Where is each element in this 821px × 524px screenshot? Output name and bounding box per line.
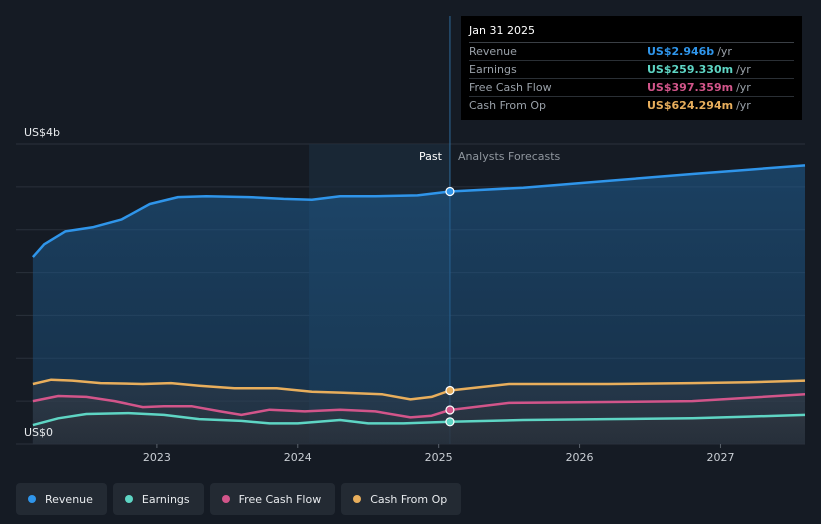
x-tick-label: 2024: [284, 451, 312, 464]
tooltip-row-label: Revenue: [469, 45, 517, 58]
tooltip-row-label: Earnings: [469, 63, 517, 76]
tooltip-row-earnings: Earnings US$259.330m /yr: [469, 61, 794, 79]
x-tick-label: 2027: [706, 451, 734, 464]
legend-item-earnings[interactable]: Earnings: [112, 483, 204, 515]
tooltip-date: Jan 31 2025: [469, 24, 794, 43]
tooltip-row-cash-from-op: Cash From Op US$624.294m /yr: [469, 97, 794, 114]
data-point-marker: [445, 405, 455, 415]
past-label: Past: [419, 150, 443, 163]
data-point-marker: [445, 385, 455, 396]
tooltip-row-revenue: Revenue US$2.946b /yr: [469, 43, 794, 61]
tooltip-row-unit: /yr: [736, 99, 751, 112]
tooltip-row-unit: /yr: [736, 63, 751, 76]
legend-dot-icon: [221, 495, 230, 503]
series-line-revenue: [31, 164, 806, 258]
legend-label: Cash From Op: [370, 492, 448, 506]
tooltip-row-unit: /yr: [736, 81, 751, 94]
legend-label: Revenue: [45, 492, 93, 506]
data-point-marker: [445, 417, 455, 427]
legend-label: Earnings: [141, 492, 190, 506]
series-line-cash-from-op: [32, 378, 806, 401]
legend-dot-icon: [353, 495, 362, 503]
tooltip-row-value: US$624.294m: [647, 99, 734, 112]
tooltip-row-unit: /yr: [717, 45, 732, 58]
x-tick-label: 2025: [425, 451, 453, 464]
tooltip-row-label: Free Cash Flow: [469, 81, 552, 94]
tooltip: Jan 31 2025 Revenue US$2.946b /yr Earnin…: [461, 16, 802, 120]
series-area-cash-from-op: [32, 379, 805, 444]
y-axis-label-max: US$4b: [24, 126, 60, 139]
legend-item-free-cash-flow[interactable]: Free Cash Flow: [209, 483, 336, 515]
x-tick-label: 2026: [566, 451, 594, 464]
forecast-label: Analysts Forecasts: [458, 150, 561, 163]
legend-item-cash-from-op[interactable]: Cash From Op: [341, 483, 462, 515]
data-point-marker: [445, 186, 455, 197]
x-tick-label: 2023: [143, 451, 171, 464]
series-area-revenue: [32, 165, 805, 444]
series-line-earnings: [32, 411, 806, 427]
legend: Revenue Earnings Free Cash Flow Cash Fro…: [16, 483, 462, 515]
legend-dot-icon: [124, 495, 133, 503]
tooltip-row-value: US$259.330m: [647, 63, 734, 76]
legend-item-revenue[interactable]: Revenue: [16, 483, 107, 515]
series-line-free-cash-flow: [32, 393, 806, 419]
legend-dot-icon: [28, 495, 36, 503]
legend-label: Free Cash Flow: [238, 492, 322, 506]
tooltip-row-label: Cash From Op: [469, 99, 547, 112]
tooltip-row-value: US$2.946b: [647, 45, 715, 58]
y-axis-label-min: US$0: [24, 426, 53, 439]
tooltip-row-value: US$397.359m: [647, 81, 734, 94]
tooltip-row-free-cash-flow: Free Cash Flow US$397.359m /yr: [469, 79, 794, 97]
